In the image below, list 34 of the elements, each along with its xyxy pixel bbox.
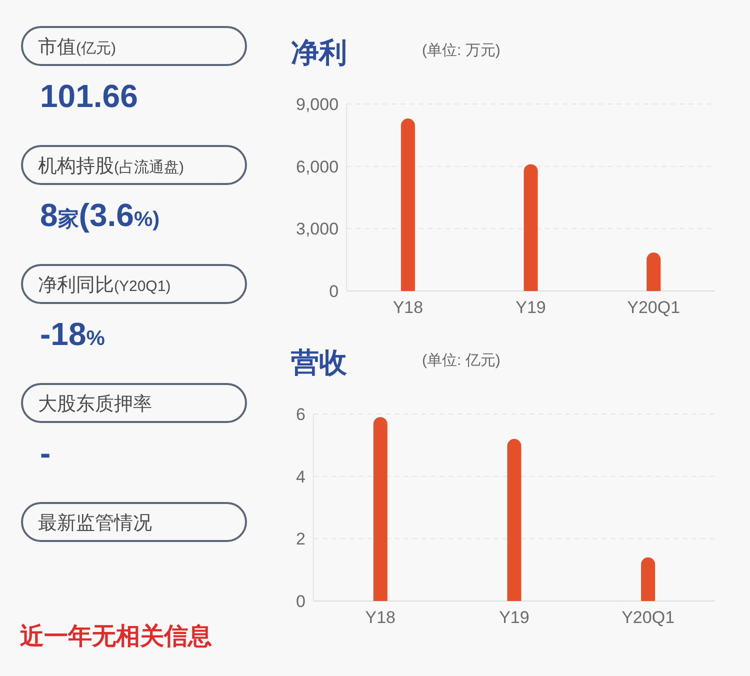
text: 大股东质押率	[38, 393, 152, 415]
text: 最新监管情况	[38, 512, 152, 534]
y-tick-label: 6	[296, 404, 306, 424]
y-tick-label: 0	[329, 282, 339, 301]
y-tick-label: 4	[296, 467, 306, 486]
text: 机构持股(占流通盘)	[38, 156, 184, 177]
bar	[641, 557, 656, 601]
bar	[400, 118, 415, 291]
text: 市值(亿元)	[38, 36, 116, 58]
text: 101.66	[40, 78, 138, 114]
y-tick-label: 0	[296, 592, 306, 611]
text: 8家(3.6%)	[40, 197, 160, 233]
x-tick-label: Y19	[499, 608, 530, 627]
y-tick-label: 2	[296, 530, 306, 549]
text: -	[40, 435, 51, 471]
chart-subtitle: (单位: 万元)	[422, 42, 500, 59]
x-tick-label: Y20Q1	[627, 298, 680, 317]
x-tick-label: Y19	[516, 298, 546, 317]
bar	[373, 417, 388, 601]
chart-subtitle: (单位: 亿元)	[422, 352, 500, 369]
y-tick-label: 6,000	[296, 157, 339, 176]
chart-title: 净利	[291, 37, 347, 68]
x-tick-label: Y18	[392, 298, 424, 317]
y-tick-label: 3,000	[296, 220, 339, 239]
text: 净利同比(Y20Q1)	[38, 275, 171, 296]
bar	[646, 252, 661, 291]
x-tick-label: Y18	[365, 608, 396, 627]
text: 近一年无相关信息	[20, 623, 212, 650]
bar	[507, 438, 522, 601]
bar	[524, 164, 538, 291]
y-tick-label: 9,000	[296, 94, 339, 114]
chart-title: 营收	[290, 347, 348, 378]
text: -18%	[40, 316, 106, 352]
x-tick-label: Y20Q1	[622, 608, 675, 627]
